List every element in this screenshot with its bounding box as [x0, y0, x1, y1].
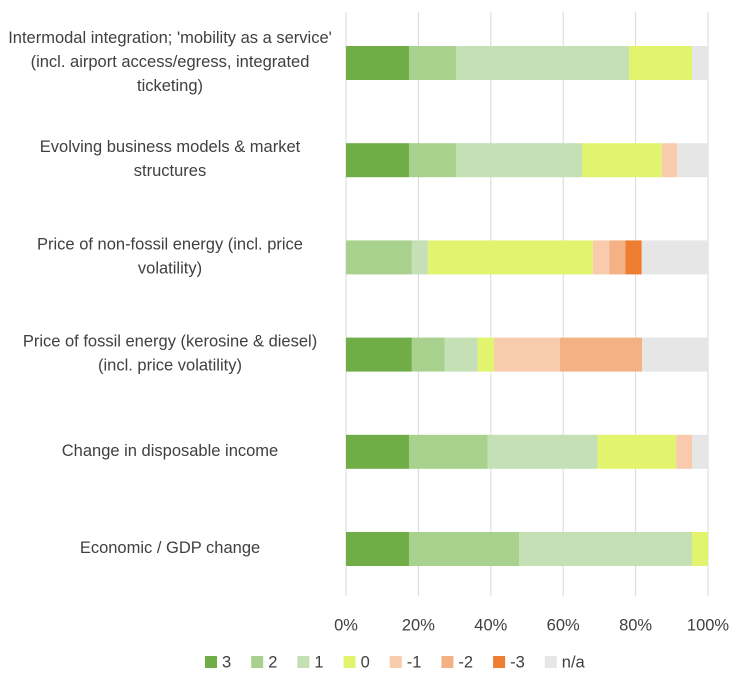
legend-swatch [297, 656, 310, 668]
bar-segment [346, 46, 409, 80]
bar-segment [346, 434, 409, 469]
legend-swatch [251, 656, 264, 668]
bar-segment [411, 240, 429, 275]
bar-segment [411, 337, 445, 372]
bar-segment [494, 337, 560, 372]
bar-segment [597, 434, 677, 469]
legend-label: 2 [268, 653, 277, 671]
legend-label: 0 [361, 653, 370, 671]
y-tick-label: Intermodal integration; 'mobility as a s… [8, 29, 332, 95]
bar-segment [629, 46, 693, 80]
legend-swatch [205, 656, 217, 668]
legend-swatch [343, 656, 356, 668]
bar-segment [346, 240, 412, 275]
legend-swatch [493, 656, 506, 668]
bar-segment [408, 532, 520, 566]
bar-segment [519, 532, 693, 566]
x-tick-label: 100% [687, 616, 730, 634]
x-tick-label: 40% [474, 616, 507, 634]
y-tick-label: Price of fossil energy (kerosine & diese… [23, 333, 317, 375]
x-tick-label: 0% [334, 616, 358, 634]
y-tick-label: Evolving business models & market structu… [40, 139, 301, 181]
bar-segment [477, 337, 495, 372]
x-tick-label: 60% [547, 616, 580, 634]
bar-segment [692, 532, 708, 566]
bar-segment [456, 143, 583, 178]
bar-segment [408, 143, 457, 178]
bar-segment [408, 46, 457, 80]
bar-segment [444, 337, 478, 372]
bar-segment [692, 46, 708, 80]
bar-segment [346, 532, 409, 566]
y-tick-label: Change in disposable income [62, 442, 278, 460]
bar-segment [582, 143, 662, 178]
legend-label: -3 [510, 653, 525, 671]
legend-label: n/a [562, 653, 586, 671]
y-tick-label: Economic / GDP change [80, 539, 260, 557]
bar-segment [428, 240, 593, 275]
legend-label: -1 [407, 653, 422, 671]
bar-segment [346, 337, 412, 372]
bar-segment [676, 434, 693, 469]
legend-label: -2 [458, 653, 473, 671]
legend-label: 1 [314, 653, 323, 671]
bar-segment [677, 143, 708, 178]
legend-label: 3 [222, 653, 231, 671]
bar-segment [592, 240, 610, 275]
bar-segment [408, 434, 488, 469]
y-tick-label: Price of non-fossil energy (incl. price v… [37, 236, 303, 278]
legend-swatch [441, 656, 454, 668]
bar-segment [692, 434, 708, 469]
bar-segment [456, 46, 630, 80]
bar-segment [559, 337, 643, 372]
x-tick-label: 80% [619, 616, 652, 634]
bar-segment [661, 143, 678, 178]
bar-segment [346, 143, 409, 178]
legend-swatch [544, 656, 557, 668]
legend-swatch [389, 656, 402, 668]
bar-segment [625, 240, 642, 275]
x-tick-label: 20% [402, 616, 435, 634]
bar-segment [642, 337, 708, 372]
bar-segment [609, 240, 626, 275]
bar-segment [641, 240, 708, 275]
bar-segment [487, 434, 598, 469]
